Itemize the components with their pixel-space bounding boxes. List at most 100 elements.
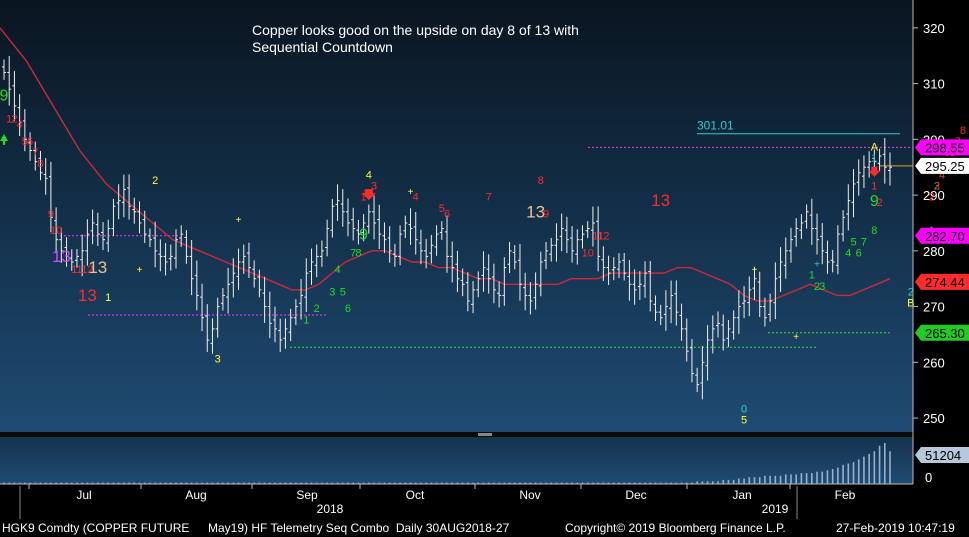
sequential-count-label: 2: [152, 175, 158, 187]
x-month-label: Aug: [185, 488, 206, 502]
annotation-line-1: Copper looks good on the upside on day 8…: [252, 22, 579, 38]
sequential-count-label: 1: [871, 153, 877, 165]
panel-resize-handle: [478, 433, 492, 436]
footer-copyright: Copyright© 2019 Bloomberg Finance L.P.: [565, 521, 786, 535]
sequential-count-label: 6: [856, 247, 862, 259]
plus-marker: +: [793, 332, 799, 343]
price-tag: [915, 227, 969, 244]
x-year-label: 2019: [762, 502, 789, 516]
price-tag-label: 295.25: [925, 159, 965, 174]
sequential-count-label: 5: [850, 236, 856, 248]
sequential-count-label: 13: [88, 258, 107, 277]
plus-marker: +: [236, 215, 242, 226]
sequential-count-label: 2: [908, 286, 914, 298]
sequential-count-label: 2: [11, 114, 17, 126]
sequential-count-label: 3: [819, 281, 825, 293]
price-tag: [915, 324, 969, 341]
sequential-count-label: 1: [303, 314, 309, 326]
sequential-count-label: 5: [340, 286, 346, 298]
sequential-count-label: 2: [314, 303, 320, 315]
x-month-label: Sep: [296, 488, 318, 502]
sequential-count-label: 13: [651, 191, 670, 210]
sell-arrow-icon: [361, 189, 376, 201]
price-chart: 250260270280290300310320JulAugSepOctNovD…: [0, 0, 969, 519]
price-tag: [915, 157, 969, 174]
sequential-count-label: 7: [486, 192, 492, 204]
sequential-count-label: 13: [78, 286, 97, 305]
sequential-count-label: 4: [939, 169, 945, 181]
volume-panel: [0, 437, 913, 484]
sequential-count-label: 4: [845, 247, 851, 259]
sequential-count-label: 3: [329, 286, 335, 298]
sequential-count-label: 6: [345, 303, 351, 315]
y-tick-label: 260: [923, 355, 945, 370]
sequential-count-label: 6: [27, 136, 33, 148]
sequential-count-label: 3: [215, 353, 221, 365]
sequential-count-label: 3: [934, 181, 940, 193]
level-label: 301.01: [697, 119, 734, 133]
price-panel: [0, 0, 913, 432]
sequential-count-label: A: [871, 142, 879, 154]
sequential-count-label: 4: [366, 169, 372, 181]
chart-annotation: Copper looks good on the upside on day 8…: [252, 22, 579, 56]
sequential-count-label: 12: [81, 264, 93, 276]
sequential-count-label: 0: [741, 403, 747, 415]
sequential-count-label: 2: [877, 197, 883, 209]
sequential-count-label: 9: [0, 87, 9, 104]
status-bar: HGK9 Comdty (COPPER FUTURE May19) HF Tel…: [0, 519, 969, 537]
sequential-count-label: 8: [355, 247, 361, 259]
sequential-count-label: 1: [809, 270, 815, 282]
volume-tag-label: 51204: [925, 448, 961, 463]
sequential-count-label: 13: [52, 247, 71, 266]
volume-zero-label: 0: [925, 470, 932, 485]
right-axis-area: [913, 0, 969, 519]
y-tick-label: 290: [923, 188, 945, 203]
price-tag: [915, 139, 969, 156]
sequential-count-label: 2: [814, 281, 820, 293]
footer-description: May19) HF Telemetry Seq Combo Daily 30AU…: [208, 521, 510, 535]
sequential-count-label: 9: [543, 208, 549, 220]
sequential-count-label: 5: [22, 136, 28, 148]
sequential-count-label: 12: [597, 231, 609, 243]
x-month-label: Dec: [625, 488, 646, 502]
sequential-count-label: 4: [17, 119, 23, 131]
y-tick-label: 280: [923, 244, 945, 259]
plus-marker: +: [408, 187, 414, 198]
y-tick-label: 270: [923, 300, 945, 315]
panel-separator: [0, 432, 913, 437]
sell-arrow-icon: [868, 166, 881, 177]
sequential-count-label: 11: [71, 264, 82, 276]
sequential-count-label: 9: [48, 208, 54, 220]
volume-tag: [915, 447, 969, 463]
sequential-count-label: 8: [871, 225, 877, 237]
sequential-count-label: 4: [334, 264, 340, 276]
sequential-count-label: 7: [861, 236, 867, 248]
sequential-count-label: 10: [582, 247, 594, 259]
x-month-label: Jul: [76, 488, 91, 502]
sequential-count-label: 1: [6, 114, 12, 126]
y-tick-label: 320: [923, 21, 945, 36]
sequential-count-label: 6: [444, 208, 450, 220]
sequential-count-label: 9: [870, 193, 879, 210]
sequential-count-label: 1: [871, 181, 877, 193]
sequential-count-label: 8: [37, 158, 43, 170]
price-tag-label: 298.55: [925, 140, 965, 155]
x-month-label: Feb: [835, 488, 856, 502]
sequential-count-label: 7: [32, 147, 38, 159]
price-tag-label: 265.30: [925, 326, 965, 341]
y-tick-label: 250: [923, 411, 945, 426]
sequential-count-label: 4: [413, 192, 419, 204]
sequential-count-label: 7: [350, 247, 356, 259]
sequential-count-label: 2: [934, 181, 940, 193]
plus-marker: +: [137, 265, 143, 276]
x-month-label: Oct: [406, 488, 425, 502]
sequential-count-label: 2: [929, 192, 935, 204]
footer-timestamp: 27-Feb-2019 10:47:19: [836, 521, 955, 535]
footer-ticker: HGK9 Comdty (COPPER FUTURE: [2, 521, 190, 535]
x-month-label: Nov: [519, 488, 540, 502]
sequential-count-label: 3: [371, 181, 377, 193]
x-month-label: Jan: [732, 488, 751, 502]
price-tag-label: 282.70: [925, 229, 965, 244]
plus-marker: +: [814, 260, 820, 271]
